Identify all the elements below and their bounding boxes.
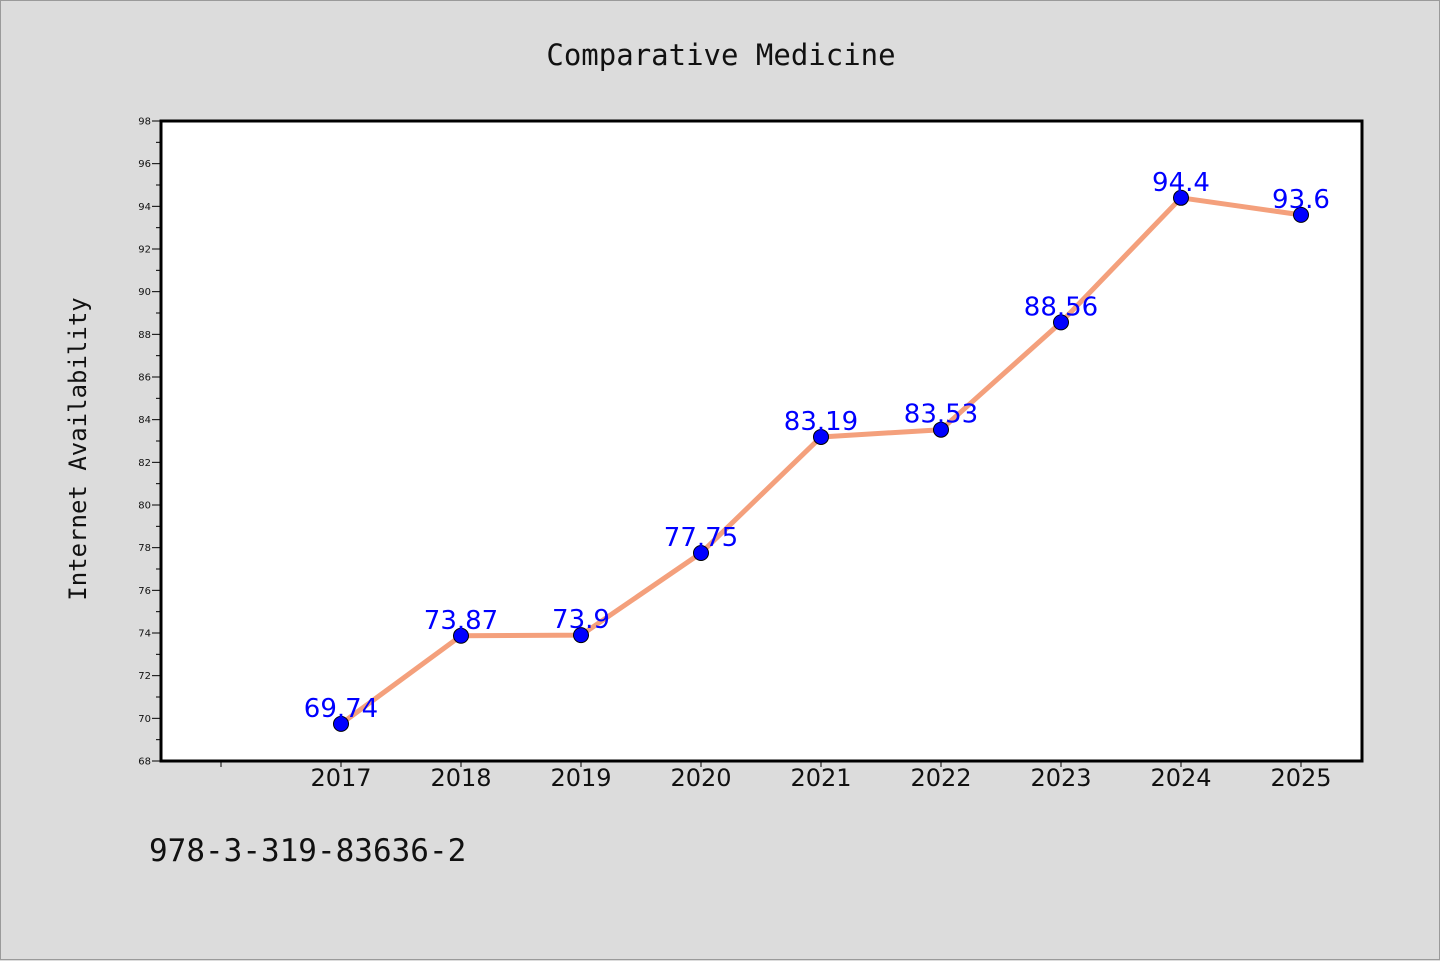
y-tick-label: 70 <box>138 714 151 725</box>
x-tick-label: 2023 <box>1030 764 1091 792</box>
data-point <box>573 627 589 644</box>
y-tick-label: 92 <box>138 245 151 256</box>
x-axis: 2017 2018 2019 2020 2021 2022 2023 2024 2025 <box>220 761 1332 792</box>
data-label: 69.74 <box>304 694 378 724</box>
y-tick-label: 86 <box>138 373 151 384</box>
y-tick-label: 74 <box>138 629 151 640</box>
y-tick-label: 78 <box>138 543 151 554</box>
y-tick-label: 84 <box>138 415 151 426</box>
data-point <box>1293 206 1309 223</box>
x-tick-label: 2025 <box>1270 764 1331 792</box>
series-layer: 69.74 73.87 73.9 77.75 83.19 83.53 88.56 94.4 93… <box>304 168 1330 732</box>
data-label: 83.53 <box>904 400 978 430</box>
data-label: 93.6 <box>1272 185 1330 215</box>
y-tick-label: 94 <box>138 202 151 213</box>
y-tick-label: 82 <box>138 458 151 469</box>
data-point <box>693 545 709 561</box>
x-tick-label: 2022 <box>910 764 971 792</box>
isbn-code: 978-3-319-83636-2 <box>149 833 467 869</box>
data-label: 73.9 <box>552 605 610 635</box>
data-point <box>1053 314 1069 331</box>
x-tick-label: 2024 <box>1150 764 1211 792</box>
plot-area <box>159 119 1364 763</box>
data-point <box>333 715 349 732</box>
y-tick-label: 98 <box>138 117 151 128</box>
y-axis-label: Internet Availability <box>64 297 92 600</box>
y-axis: 68 70 72 74 76 78 80 82 84 86 88 90 92 94 96 98 <box>138 117 161 768</box>
x-tick-label: 2019 <box>550 764 611 792</box>
y-tick-label: 76 <box>138 586 151 597</box>
data-point <box>813 428 829 445</box>
y-tick-label: 88 <box>138 330 151 341</box>
y-tick-label: 80 <box>138 501 151 512</box>
x-tick-label: 2018 <box>430 764 491 792</box>
data-label: 73.87 <box>424 606 498 636</box>
x-tick-label: 2021 <box>790 764 851 792</box>
data-label: 77.75 <box>664 523 738 553</box>
x-tick-label: 2017 <box>310 764 371 792</box>
data-label: 83.19 <box>784 407 858 437</box>
y-tick-label: 72 <box>138 671 151 682</box>
y-tick-label: 96 <box>138 159 151 170</box>
data-label: 94.4 <box>1152 168 1210 198</box>
x-tick-label: 2020 <box>670 764 731 792</box>
data-point <box>453 627 469 644</box>
data-point <box>1173 189 1189 206</box>
chart-title: Comparative Medicine <box>546 38 895 72</box>
data-point <box>933 421 949 438</box>
y-tick-label: 68 <box>138 757 151 768</box>
data-label: 88.56 <box>1024 292 1098 322</box>
y-tick-label: 90 <box>138 287 151 298</box>
